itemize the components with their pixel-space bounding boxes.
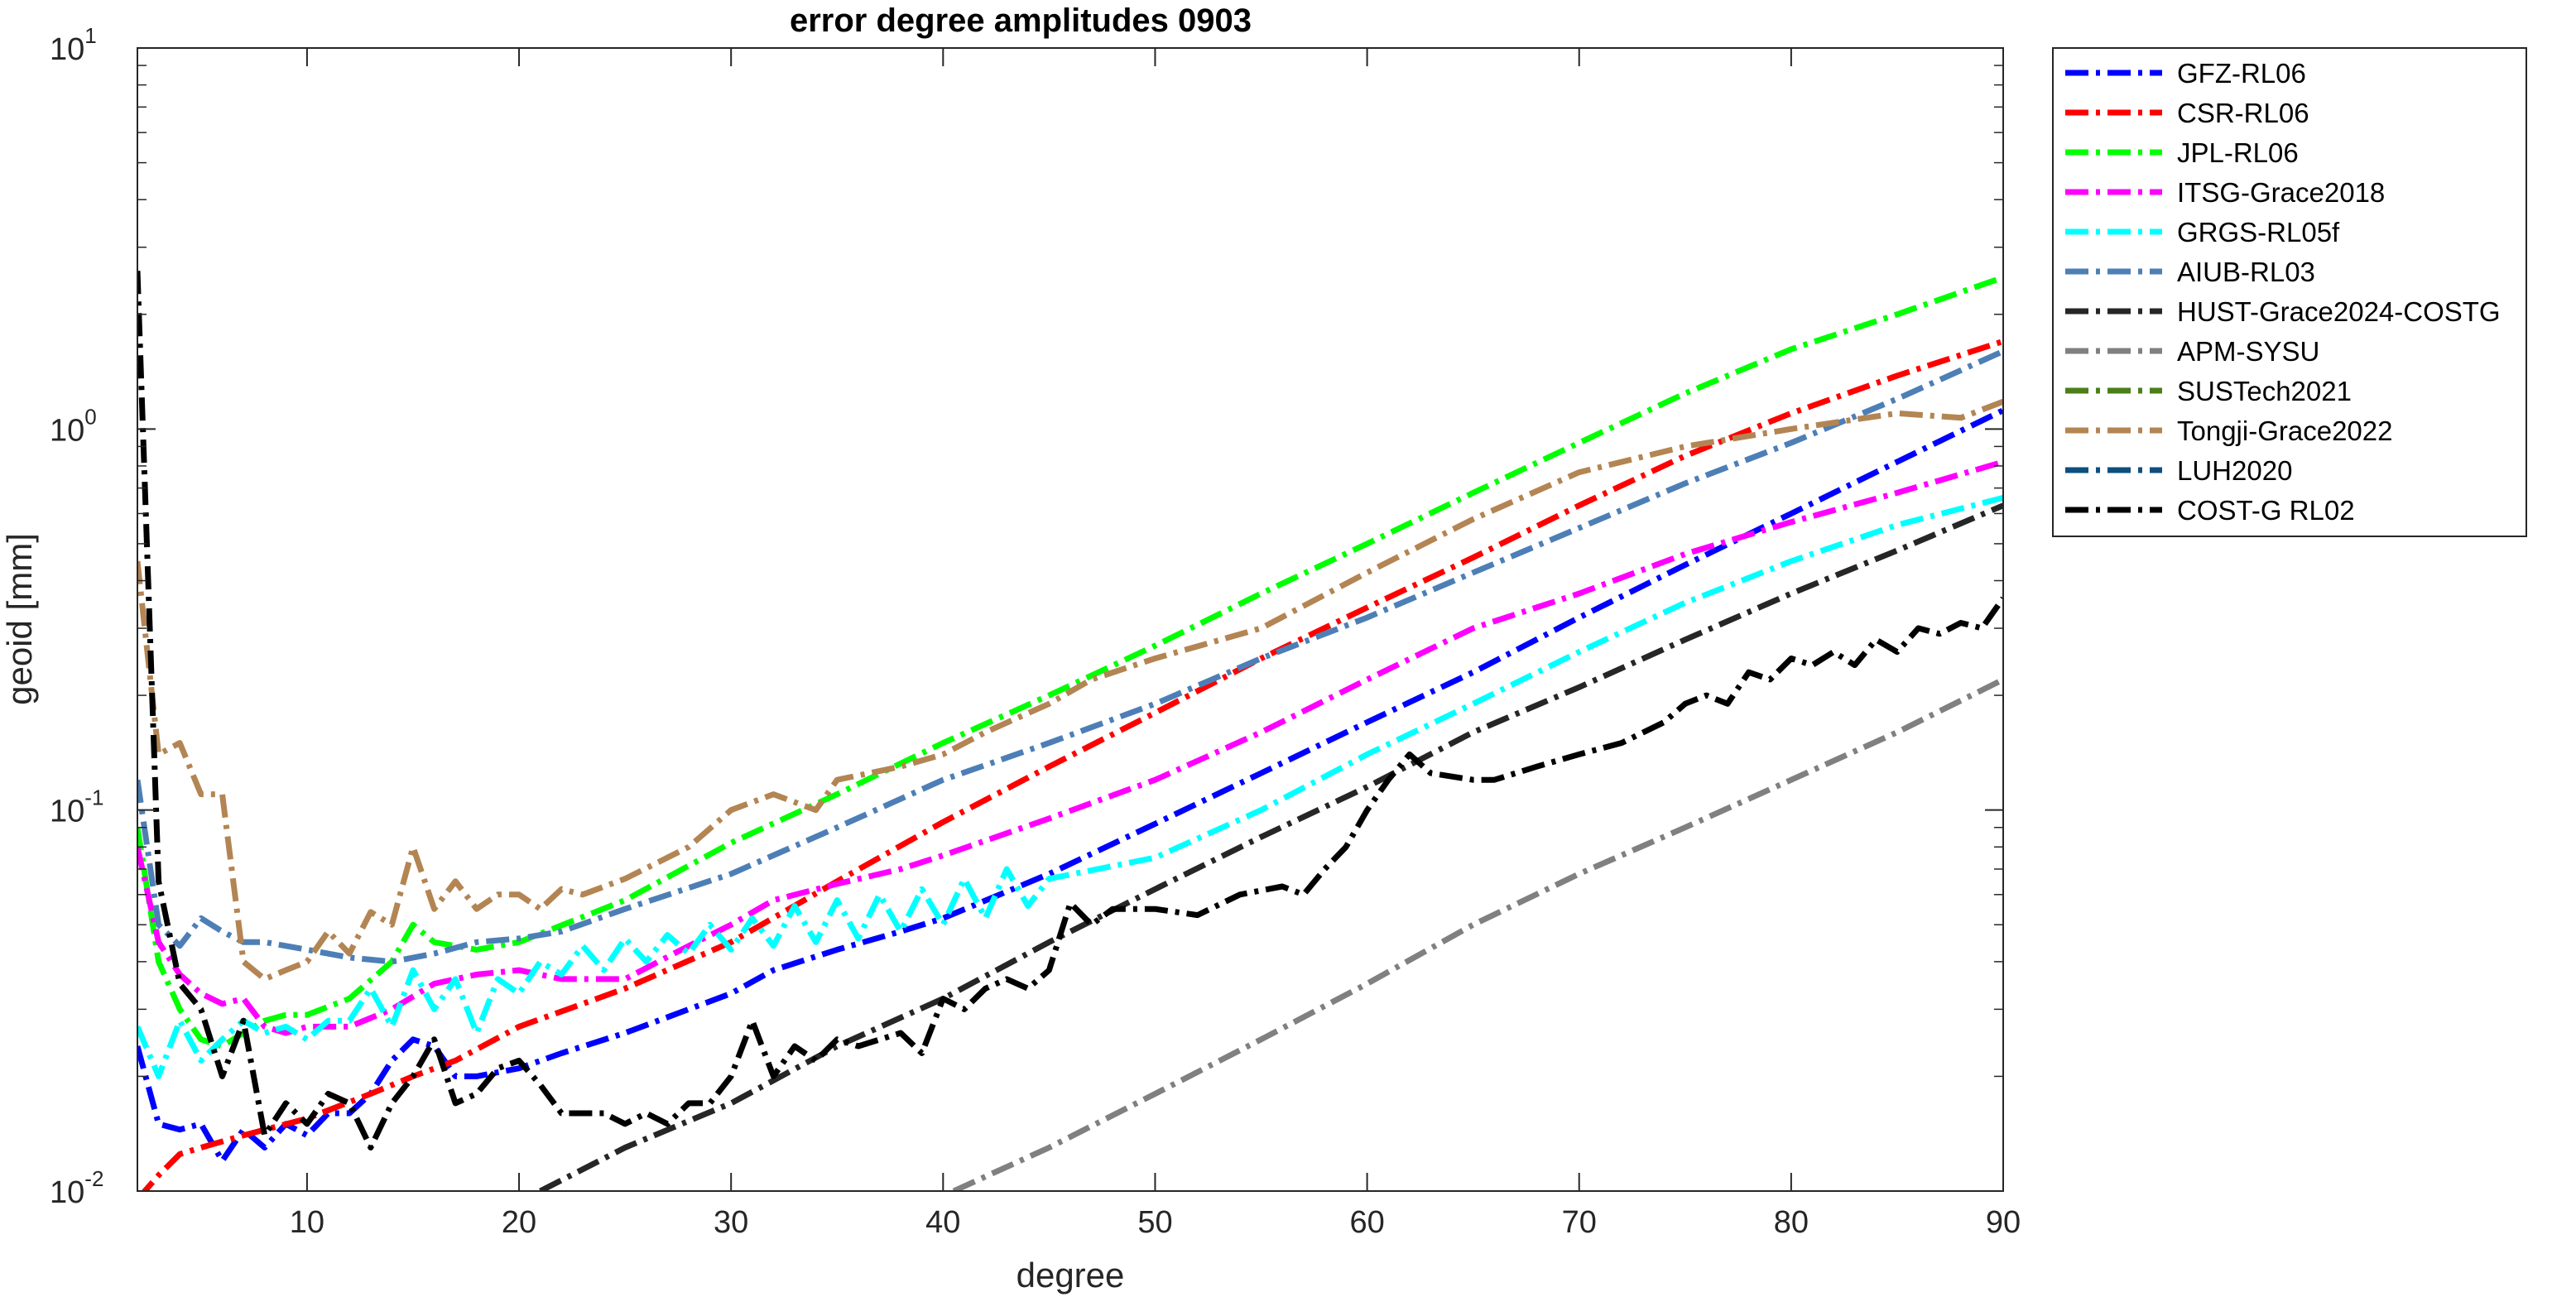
series-line-11 <box>137 271 2003 1150</box>
x-axis-label: degree <box>1016 1256 1125 1295</box>
legend-label: COST-G RL02 <box>2177 495 2355 526</box>
y-tick-label: 10-1 <box>50 785 103 829</box>
y-tick-label: 100 <box>50 404 97 448</box>
x-tick-label: 30 <box>714 1205 748 1240</box>
y-tick-exponent: 0 <box>84 404 96 429</box>
y-tick-base: 10 <box>50 413 84 448</box>
y-tick-base: 10 <box>50 32 84 67</box>
legend-label: SUSTech2021 <box>2177 376 2352 406</box>
y-tick-exponent: -2 <box>84 1166 103 1191</box>
x-tick-label: 80 <box>1774 1205 1809 1240</box>
legend-label: AIUB-RL03 <box>2177 257 2315 287</box>
y-tick-label: 101 <box>50 23 97 67</box>
legend-label: JPL-RL06 <box>2177 137 2299 168</box>
series-line-0 <box>137 407 2003 1165</box>
x-tick-label: 50 <box>1137 1205 1172 1240</box>
series-line-4 <box>137 495 2003 1079</box>
legend-label: APM-SYSU <box>2177 336 2319 367</box>
x-tick-label: 60 <box>1349 1205 1384 1240</box>
y-tick-exponent: 1 <box>84 23 96 48</box>
series-line-1 <box>141 338 2003 1191</box>
legend-label: CSR-RL06 <box>2177 98 2309 128</box>
series-line-5 <box>137 348 2003 965</box>
legend-box <box>2052 47 2527 537</box>
legend-label: ITSG-Grace2018 <box>2177 177 2385 208</box>
x-tick-label: 40 <box>925 1205 960 1240</box>
series-line-6 <box>539 502 2003 1191</box>
y-tick-label: 10-2 <box>50 1166 103 1210</box>
x-tick-label: 70 <box>1562 1205 1597 1240</box>
chart-title: error degree amplitudes 0903 <box>790 2 1252 39</box>
plot-frame <box>137 47 2004 1192</box>
y-axis-label: geoid [mm] <box>0 533 39 705</box>
x-tick-label: 20 <box>502 1205 536 1240</box>
series-line-3 <box>137 459 2003 1036</box>
legend-label: LUH2020 <box>2177 455 2292 486</box>
legend: GFZ-RL06 CSR-RL06 JPL-RL06 ITSG-Grace2018 GR… <box>2052 47 2527 537</box>
plot-area <box>137 48 2003 1191</box>
x-tick-label: 10 <box>290 1205 324 1240</box>
y-tick-base: 10 <box>50 795 84 829</box>
legend-label: GFZ-RL06 <box>2177 58 2306 89</box>
legend-label: Tongji-Grace2022 <box>2177 416 2393 446</box>
y-tick-exponent: -1 <box>84 785 103 810</box>
x-tick-label: 90 <box>1986 1205 2021 1240</box>
y-tick-base: 10 <box>50 1175 84 1210</box>
legend-label: GRGS-RL05f <box>2177 217 2340 247</box>
series-line-9 <box>137 398 2003 982</box>
legend-label: HUST-Grace2024-COSTG <box>2177 296 2501 327</box>
series-layer <box>137 271 2003 1191</box>
series-line-7 <box>952 676 2003 1191</box>
